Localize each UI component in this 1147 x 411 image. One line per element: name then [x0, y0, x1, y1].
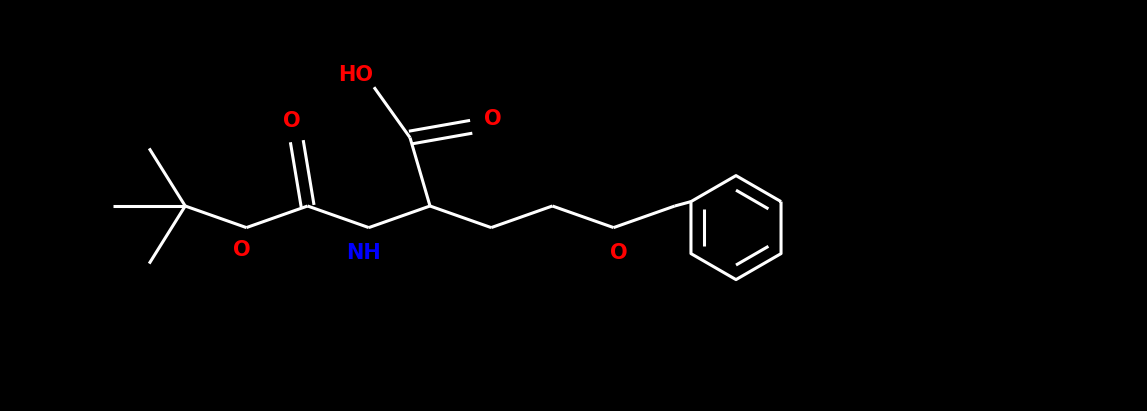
- Text: HO: HO: [338, 65, 374, 85]
- Text: O: O: [484, 109, 502, 129]
- Text: O: O: [233, 240, 250, 260]
- Text: O: O: [610, 242, 627, 263]
- Text: O: O: [283, 111, 301, 131]
- Text: NH: NH: [346, 242, 381, 263]
